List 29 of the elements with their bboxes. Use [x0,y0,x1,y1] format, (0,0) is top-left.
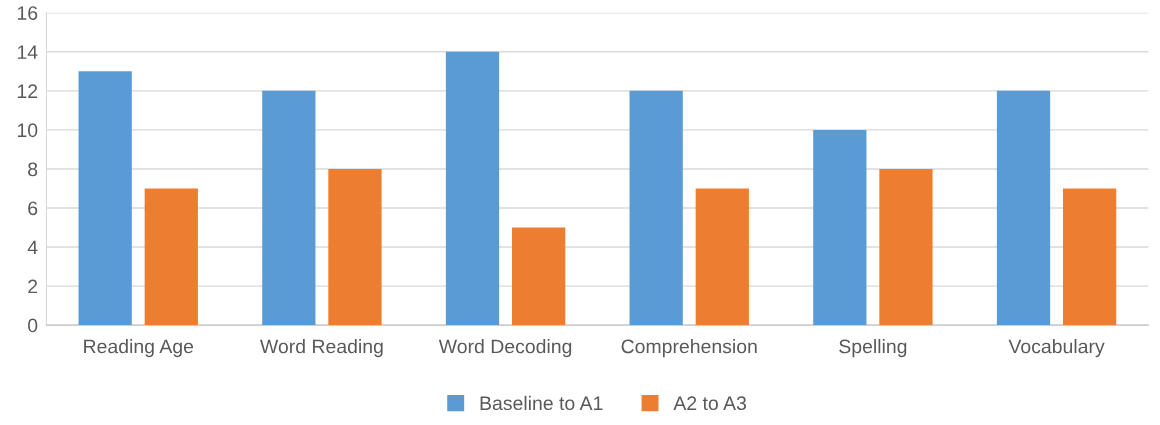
bar [1062,188,1117,326]
y-tick-label: 4 [27,240,38,255]
x-tick-label: Reading Age [84,339,194,358]
x-tick-label: Vocabulary [1008,339,1105,358]
bar [879,168,933,326]
y-tick-label: 6 [28,201,38,216]
legend-label: A2 to A3 [673,396,747,411]
bar [996,90,1051,326]
bar [629,90,683,326]
bar [695,188,749,326]
y-tick-label: 12 [17,84,38,98]
bar [144,188,198,326]
x-tick-label: Word Decoding [438,339,572,358]
bar [328,168,382,326]
x-tick-label: Spelling [839,339,907,358]
x-tick-label: Comprehension [621,339,757,358]
legend-label: Baseline to A1 [480,395,603,411]
bar [445,51,500,326]
bar [78,71,132,326]
bar [511,227,566,326]
y-tick-label: 8 [28,162,38,177]
y-tick-label: 16 [17,6,38,20]
y-tick-label: 2 [28,279,38,294]
bar [813,129,867,326]
x-tick-label: Word Reading [260,339,383,358]
y-tick-label: 10 [17,123,38,138]
y-tick-label: 14 [17,45,38,59]
bar [262,90,316,326]
y-tick-label: 0 [28,318,38,333]
